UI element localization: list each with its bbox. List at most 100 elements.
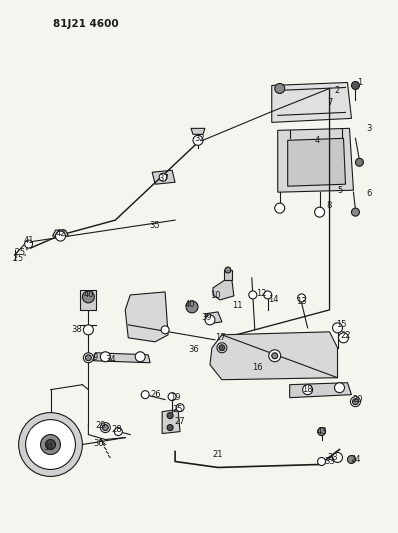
Text: 20: 20 <box>352 395 363 404</box>
Text: 12: 12 <box>257 289 267 298</box>
Text: 19: 19 <box>170 393 180 402</box>
Circle shape <box>205 315 215 325</box>
Text: 5: 5 <box>337 185 342 195</box>
Circle shape <box>219 345 225 351</box>
Circle shape <box>333 323 343 333</box>
Circle shape <box>100 352 110 362</box>
Circle shape <box>318 457 326 465</box>
Text: 13: 13 <box>297 297 307 306</box>
Circle shape <box>193 135 203 146</box>
Circle shape <box>275 84 285 93</box>
Text: 81J21 4600: 81J21 4600 <box>53 19 118 29</box>
Circle shape <box>45 440 55 449</box>
Circle shape <box>298 294 306 302</box>
Text: 33: 33 <box>324 457 335 466</box>
Text: 40: 40 <box>83 290 94 300</box>
Circle shape <box>82 291 94 303</box>
Circle shape <box>355 158 363 166</box>
Text: 21: 21 <box>213 450 223 459</box>
Polygon shape <box>80 290 96 310</box>
Polygon shape <box>53 230 68 236</box>
Circle shape <box>114 427 122 435</box>
Circle shape <box>335 383 345 393</box>
Text: 38: 38 <box>71 325 82 334</box>
Text: 29: 29 <box>95 421 105 430</box>
Circle shape <box>353 399 359 405</box>
Polygon shape <box>288 139 345 186</box>
Circle shape <box>249 291 257 299</box>
Polygon shape <box>278 128 353 192</box>
Polygon shape <box>213 280 234 300</box>
Circle shape <box>333 453 343 463</box>
Circle shape <box>86 355 92 361</box>
Polygon shape <box>152 170 175 184</box>
Circle shape <box>272 353 278 359</box>
Circle shape <box>168 393 176 401</box>
Circle shape <box>102 425 108 431</box>
Circle shape <box>264 291 272 299</box>
Text: 26: 26 <box>151 390 162 399</box>
Circle shape <box>318 427 326 435</box>
Text: 15: 15 <box>336 320 347 329</box>
Text: 43: 43 <box>316 427 327 436</box>
Text: 11: 11 <box>232 301 242 310</box>
Circle shape <box>19 413 82 477</box>
Circle shape <box>269 350 281 362</box>
Text: 7: 7 <box>327 98 332 107</box>
Text: 28: 28 <box>111 425 122 434</box>
Circle shape <box>135 352 145 362</box>
Circle shape <box>161 326 169 334</box>
Polygon shape <box>205 312 222 324</box>
Text: 14: 14 <box>269 295 279 304</box>
Circle shape <box>186 301 198 313</box>
Polygon shape <box>224 270 232 280</box>
Circle shape <box>275 203 285 213</box>
Text: 31: 31 <box>43 443 54 452</box>
Text: 30: 30 <box>93 439 103 448</box>
Circle shape <box>25 240 33 248</box>
Circle shape <box>176 403 184 411</box>
Circle shape <box>351 397 361 407</box>
Polygon shape <box>210 332 338 379</box>
Polygon shape <box>191 128 205 134</box>
Circle shape <box>167 425 173 431</box>
Circle shape <box>347 456 355 464</box>
Text: 2: 2 <box>334 86 339 95</box>
Polygon shape <box>290 383 351 398</box>
Circle shape <box>302 385 312 394</box>
Text: .25": .25" <box>12 247 29 256</box>
Text: 27: 27 <box>175 417 185 426</box>
Polygon shape <box>162 410 180 433</box>
Circle shape <box>159 173 167 181</box>
Circle shape <box>217 343 227 353</box>
Text: 40: 40 <box>185 301 195 309</box>
Circle shape <box>225 267 231 273</box>
Text: 35: 35 <box>149 221 160 230</box>
Circle shape <box>351 82 359 90</box>
Circle shape <box>339 333 349 343</box>
Text: 22: 22 <box>340 332 351 340</box>
Text: 42: 42 <box>55 229 66 238</box>
Circle shape <box>100 423 110 433</box>
Text: 24: 24 <box>350 455 361 464</box>
Polygon shape <box>272 83 351 123</box>
Text: 23: 23 <box>327 453 338 462</box>
Text: 16: 16 <box>252 363 263 372</box>
Text: 3: 3 <box>367 124 372 133</box>
Text: 25: 25 <box>173 405 183 414</box>
Text: 34: 34 <box>105 356 116 364</box>
Text: 41: 41 <box>23 236 34 245</box>
Text: 36: 36 <box>189 345 199 354</box>
Text: 10: 10 <box>210 292 220 301</box>
Circle shape <box>141 391 149 399</box>
Circle shape <box>84 353 94 363</box>
Circle shape <box>55 231 65 241</box>
Circle shape <box>41 434 60 455</box>
Circle shape <box>167 413 173 418</box>
Text: 18: 18 <box>302 385 313 394</box>
Text: 1: 1 <box>357 78 362 87</box>
Circle shape <box>25 419 76 470</box>
Polygon shape <box>125 292 168 342</box>
Text: 4: 4 <box>315 136 320 145</box>
Polygon shape <box>94 353 150 363</box>
